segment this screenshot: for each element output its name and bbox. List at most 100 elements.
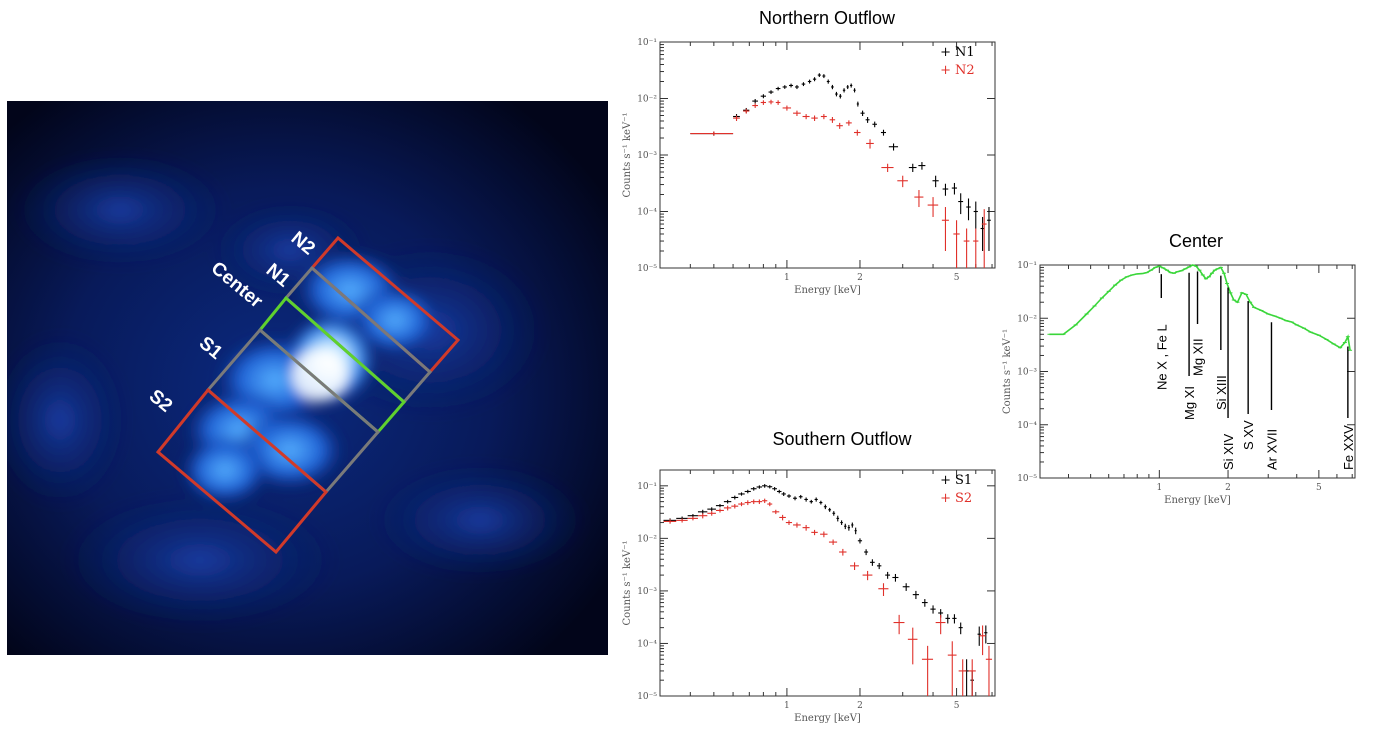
legend-entry-s2: + S2	[940, 491, 972, 506]
data-point	[731, 495, 739, 500]
series-n2	[690, 99, 987, 268]
x-tick-label: 5	[1316, 483, 1322, 493]
y-tick-label: 10⁻⁵	[1017, 474, 1037, 484]
x-tick-label: 2	[857, 701, 863, 711]
data-point	[738, 502, 745, 507]
data-point	[914, 190, 924, 208]
data-point	[785, 520, 793, 525]
y-tick-label: 10⁻¹	[637, 482, 657, 492]
data-point	[760, 100, 766, 105]
x-axis-label: Energy [keV]	[794, 285, 861, 296]
y-axis-label: Counts s⁻¹ keV⁻¹	[622, 541, 633, 626]
data-point	[831, 84, 834, 90]
data-point	[847, 524, 851, 531]
data-point	[864, 549, 869, 556]
x-axis-label: Energy [keV]	[1164, 495, 1231, 506]
data-point	[866, 139, 874, 149]
series-s2	[663, 498, 993, 696]
chart-title: Northern Outflow	[759, 8, 896, 28]
x-tick-label: 5	[954, 701, 960, 711]
line-marker-si-xiii: Si XIII	[1214, 275, 1229, 410]
data-point	[823, 504, 827, 510]
svg-text:+: +	[940, 491, 951, 506]
data-point	[809, 499, 813, 504]
data-point	[845, 120, 852, 126]
data-point	[752, 103, 758, 108]
y-axis-label: Counts s⁻¹ keV⁻¹	[1002, 329, 1013, 414]
data-point	[807, 79, 812, 84]
data-point	[676, 518, 688, 523]
data-point	[828, 507, 832, 512]
legend-label: N1	[955, 45, 975, 60]
data-point	[851, 522, 854, 528]
y-tick-label: 10⁻³	[1017, 368, 1037, 378]
data-point	[844, 523, 847, 530]
data-point	[781, 492, 786, 497]
data-point	[762, 498, 768, 504]
data-point	[958, 622, 963, 635]
data-point	[981, 209, 987, 268]
series-spectrum	[1047, 264, 1353, 351]
line-label: Si XIV	[1221, 434, 1236, 470]
legend-label: N2	[955, 63, 975, 78]
data-point	[840, 520, 843, 525]
series-s1	[663, 484, 988, 696]
data-point	[788, 83, 794, 88]
line-label: Si XIII	[1214, 375, 1229, 410]
data-point	[964, 659, 969, 696]
data-point	[973, 228, 979, 268]
data-point	[846, 85, 849, 90]
data-point	[857, 538, 863, 544]
data-point	[715, 508, 724, 513]
line-label: Fe XXV	[1341, 425, 1356, 470]
y-tick-label: 10⁻⁴	[637, 208, 657, 218]
data-point	[958, 193, 964, 215]
data-point	[802, 524, 810, 531]
x-tick-label: 1	[784, 273, 790, 283]
data-point	[731, 504, 739, 509]
data-point	[811, 115, 818, 121]
line-marker-ar-xvii: Ar XVII	[1264, 322, 1279, 470]
data-point	[707, 511, 716, 516]
legend-entry-n1: + N1	[940, 45, 975, 60]
data-point	[835, 91, 838, 97]
data-point	[738, 492, 745, 496]
data-point	[878, 583, 889, 597]
line-marker-mg-xii: Mg XII	[1191, 271, 1206, 376]
data-point	[927, 197, 939, 217]
data-point	[966, 198, 971, 221]
data-point	[935, 614, 946, 635]
data-point	[707, 507, 716, 512]
data-point	[985, 645, 993, 696]
data-point	[767, 485, 773, 489]
data-point	[892, 573, 899, 582]
data-point	[893, 614, 905, 635]
data-point	[663, 519, 677, 524]
data-point	[829, 117, 836, 123]
line-label: S XV	[1241, 420, 1256, 450]
data-point	[772, 509, 780, 515]
data-point	[697, 513, 708, 519]
data-point	[942, 183, 949, 196]
data-point	[820, 114, 827, 120]
data-point	[842, 88, 846, 93]
line-marker-si-xiv: Si XIV	[1221, 287, 1236, 470]
data-point	[865, 117, 870, 123]
y-tick-label: 10⁻²	[637, 95, 657, 105]
data-point	[872, 121, 877, 128]
data-point	[897, 175, 908, 188]
data-point	[804, 497, 808, 502]
data-point	[772, 486, 777, 491]
legend-entry-n2: + N2	[940, 63, 975, 78]
data-point	[921, 645, 934, 696]
chart-south: Southern Outflow 1 2 5 10⁻¹ 10⁻² 10⁻³ 10⁻⁴ 10⁻⁵ E…	[622, 429, 996, 724]
y-tick-label: 10⁻⁴	[1017, 421, 1037, 431]
data-point	[885, 571, 891, 579]
plot-frame	[659, 469, 996, 697]
data-point	[817, 73, 821, 78]
data-point	[775, 100, 781, 105]
data-point	[860, 110, 865, 117]
data-point	[782, 105, 792, 111]
data-point	[870, 559, 875, 566]
